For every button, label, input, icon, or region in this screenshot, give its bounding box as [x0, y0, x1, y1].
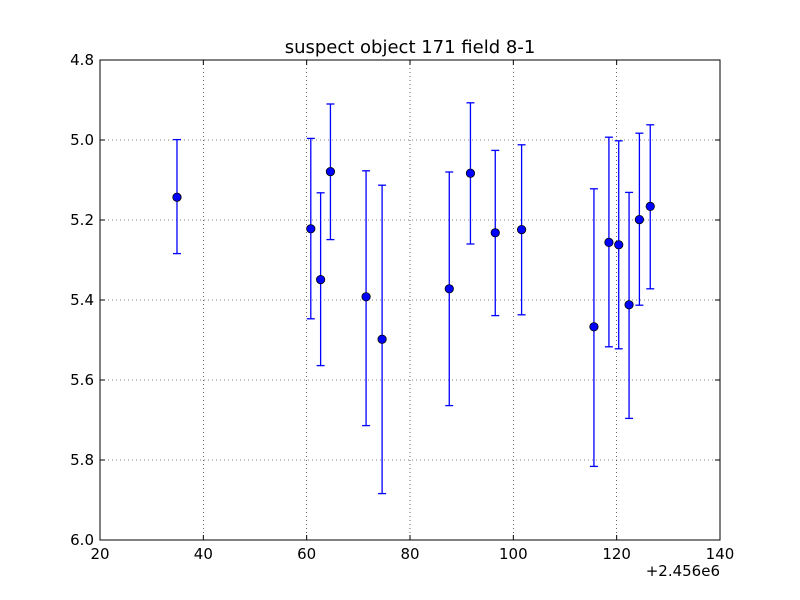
data-point: [316, 274, 326, 285]
y-tick-label: 5.8: [70, 451, 94, 469]
chart-title: suspect object 171 field 8-1: [285, 37, 536, 58]
y-tick-label: 4.8: [70, 51, 94, 69]
y-tick-label: 5.2: [70, 211, 94, 229]
x-tick-label: 60: [297, 545, 316, 563]
x-tick-label: 40: [194, 545, 213, 563]
x-tick-label: 80: [400, 545, 419, 563]
data-point: [490, 228, 500, 238]
y-tick-label: 5.6: [70, 371, 94, 389]
data-point: [589, 322, 599, 332]
data-point: [306, 224, 316, 234]
tick-labels: 20 40 60 80 100 120 140 4.8 5.0 5.2 5.4 5.6 5.8 6.0: [70, 51, 734, 563]
data-point: [444, 284, 454, 294]
x-tick-label: 100: [499, 545, 528, 563]
y-tick-label: 5.0: [70, 131, 94, 149]
data-point: [325, 167, 336, 177]
data-point: [604, 237, 614, 247]
y-tick-label: 6.0: [70, 531, 94, 549]
x-tick-label: 120: [602, 545, 631, 563]
data-point: [624, 300, 634, 310]
x-tick-label: 20: [90, 545, 109, 563]
axis-ticks: [99, 59, 721, 541]
data-point: [172, 192, 182, 202]
data-point: [361, 292, 371, 302]
x-tick-label: 140: [706, 545, 735, 563]
data-point: [645, 201, 655, 211]
data-point: [614, 240, 624, 250]
data-point: [516, 225, 527, 235]
data-series: [172, 102, 655, 495]
y-tick-label: 5.4: [70, 291, 94, 309]
data-point: [634, 215, 645, 225]
data-point: [465, 168, 476, 178]
data-point: [377, 334, 387, 344]
grid-lines: [100, 60, 720, 540]
x-offset-label: +2.456e6: [646, 562, 720, 580]
